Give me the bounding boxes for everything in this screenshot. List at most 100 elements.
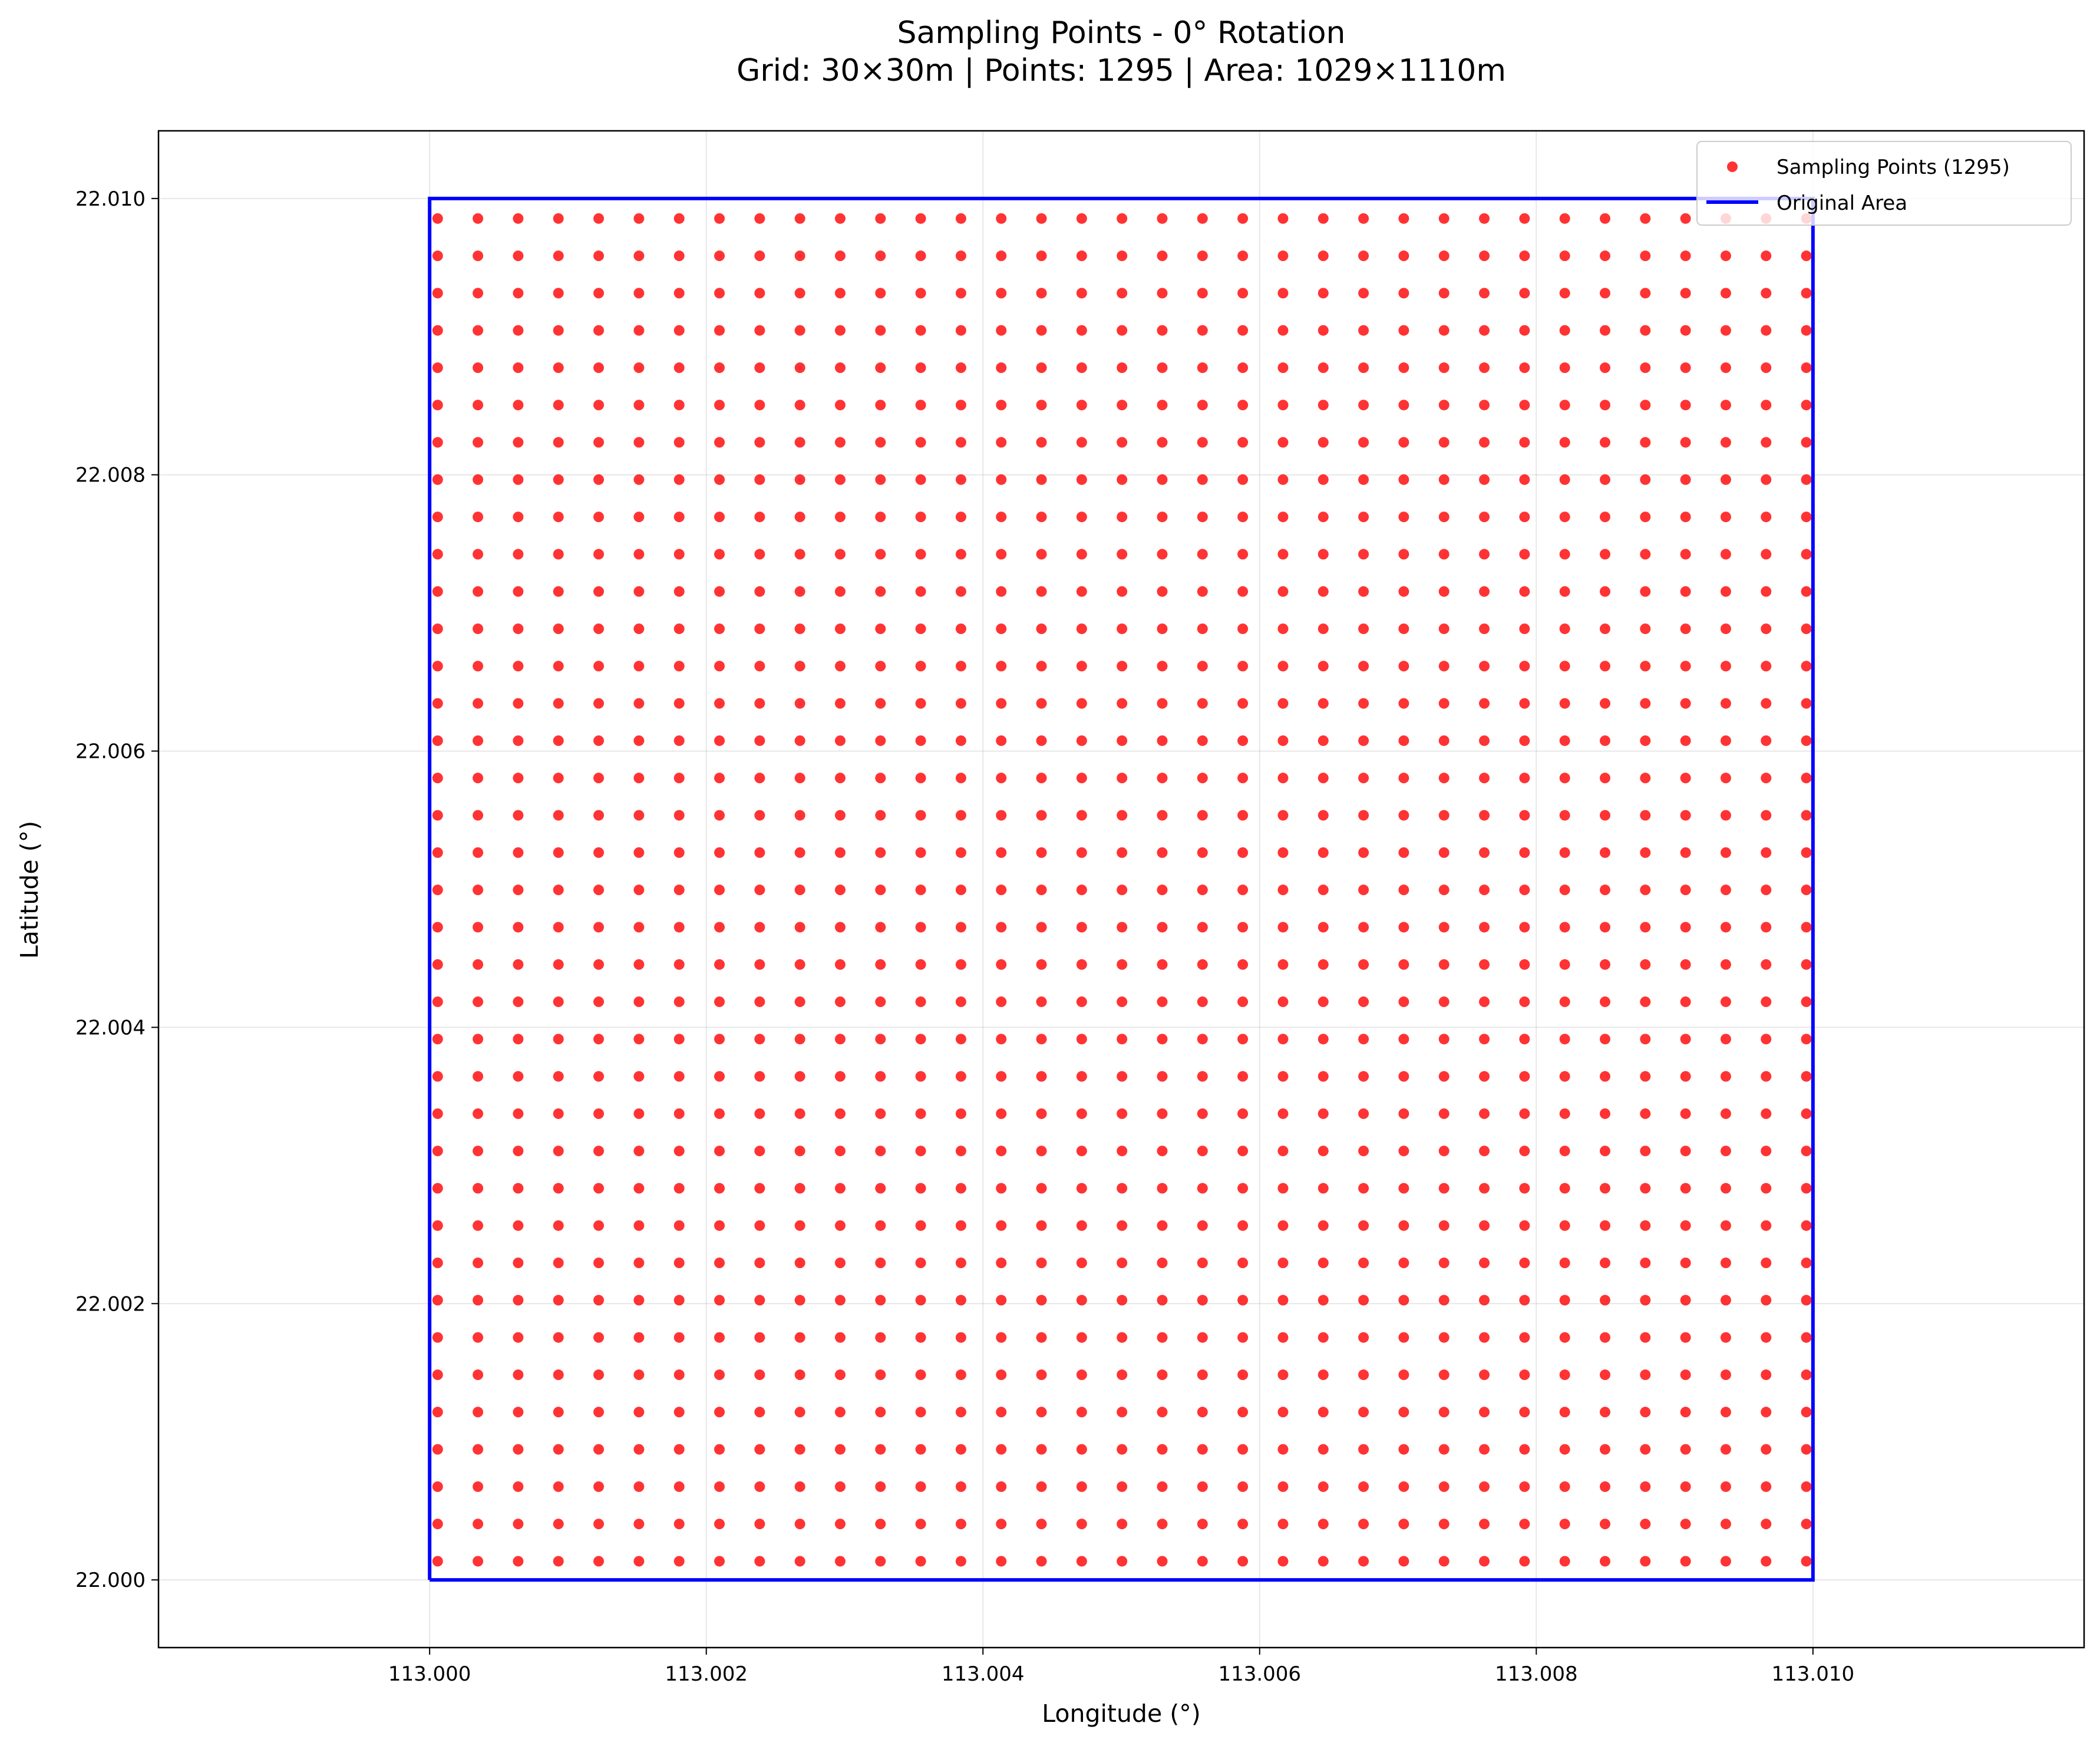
sampling-point	[1277, 213, 1289, 224]
sampling-point	[1599, 250, 1610, 262]
sampling-point	[553, 959, 564, 970]
sampling-point	[1720, 288, 1731, 299]
sampling-point	[1640, 1146, 1651, 1157]
sampling-point	[1036, 623, 1047, 635]
sampling-point	[714, 922, 725, 933]
sampling-point	[1277, 1295, 1289, 1306]
sampling-point	[1358, 1444, 1369, 1455]
sampling-point	[1640, 1034, 1651, 1045]
sampling-point	[915, 1332, 926, 1343]
sampling-point	[633, 922, 645, 933]
sampling-point	[1559, 623, 1570, 635]
sampling-point	[473, 623, 484, 635]
sampling-point	[1680, 735, 1691, 746]
sampling-point	[513, 735, 524, 746]
sampling-point	[1720, 1146, 1731, 1157]
sampling-point	[1036, 810, 1047, 821]
sampling-point	[1117, 586, 1128, 597]
sampling-point	[794, 884, 805, 896]
sampling-point	[1076, 1220, 1087, 1231]
sampling-point	[1117, 959, 1128, 970]
sampling-point	[915, 1556, 926, 1567]
sampling-point	[1318, 884, 1329, 896]
sampling-point	[1479, 661, 1490, 672]
sampling-point	[513, 1257, 524, 1269]
sampling-point	[473, 1108, 484, 1119]
sampling-point	[1318, 661, 1329, 672]
sampling-point	[1036, 362, 1047, 374]
sampling-point	[553, 1257, 564, 1269]
sampling-point	[834, 1481, 846, 1492]
sampling-point	[553, 1519, 564, 1530]
sampling-point	[1599, 1034, 1610, 1045]
sampling-point	[1599, 847, 1610, 858]
sampling-point	[915, 586, 926, 597]
sampling-point	[714, 1071, 725, 1082]
sampling-point	[1640, 1295, 1651, 1306]
sampling-point	[1036, 1481, 1047, 1492]
sampling-point	[1076, 735, 1087, 746]
sampling-point	[834, 511, 846, 523]
sampling-point	[473, 511, 484, 523]
sampling-point	[1398, 1071, 1409, 1082]
sampling-point	[1398, 325, 1409, 336]
sampling-point	[834, 1257, 846, 1269]
sampling-point	[1599, 1146, 1610, 1157]
sampling-point	[834, 735, 846, 746]
sampling-point	[834, 1034, 846, 1045]
sampling-point	[1438, 400, 1449, 411]
sampling-point	[673, 325, 685, 336]
sampling-point	[1117, 1220, 1128, 1231]
sampling-point	[794, 288, 805, 299]
sampling-point	[1479, 698, 1490, 709]
sampling-point	[1398, 400, 1409, 411]
sampling-point	[1318, 1369, 1329, 1381]
sampling-point	[473, 847, 484, 858]
sampling-point	[915, 1481, 926, 1492]
sampling-point	[1398, 1295, 1409, 1306]
sampling-point	[1761, 1146, 1772, 1157]
sampling-point	[1358, 1220, 1369, 1231]
sampling-point	[875, 1481, 886, 1492]
sampling-point	[553, 549, 564, 560]
sampling-point	[553, 1481, 564, 1492]
sampling-point	[1479, 400, 1490, 411]
sampling-point	[1801, 996, 1812, 1008]
sampling-point	[1599, 810, 1610, 821]
sampling-point	[593, 213, 605, 224]
sampling-point	[473, 884, 484, 896]
sampling-point	[1479, 623, 1490, 635]
sampling-point	[1197, 922, 1208, 933]
sampling-point	[1640, 847, 1651, 858]
sampling-point	[996, 1444, 1007, 1455]
sampling-point	[1801, 362, 1812, 374]
sampling-point	[1640, 1519, 1651, 1530]
sampling-point	[834, 1220, 846, 1231]
sampling-point	[1036, 884, 1047, 896]
sampling-point	[1197, 1034, 1208, 1045]
sampling-point	[473, 437, 484, 448]
sampling-point	[432, 586, 443, 597]
sampling-point	[1761, 1108, 1772, 1119]
sampling-point	[1438, 735, 1449, 746]
sampling-point	[996, 1034, 1007, 1045]
sampling-point	[1599, 1369, 1610, 1381]
sampling-point	[1277, 959, 1289, 970]
sampling-point	[553, 996, 564, 1008]
sampling-point	[955, 1071, 966, 1082]
sampling-point	[1519, 1034, 1530, 1045]
sampling-point	[473, 288, 484, 299]
sampling-point	[875, 1519, 886, 1530]
sampling-point	[875, 549, 886, 560]
sampling-point	[633, 1332, 645, 1343]
sampling-point	[754, 1444, 765, 1455]
sampling-point	[633, 1481, 645, 1492]
sampling-point	[1640, 586, 1651, 597]
sampling-point	[1398, 1332, 1409, 1343]
sampling-point	[1559, 1444, 1570, 1455]
sampling-point	[1519, 250, 1530, 262]
sampling-point	[915, 810, 926, 821]
sampling-point	[1036, 474, 1047, 485]
sampling-point	[593, 661, 605, 672]
sampling-point	[875, 1257, 886, 1269]
